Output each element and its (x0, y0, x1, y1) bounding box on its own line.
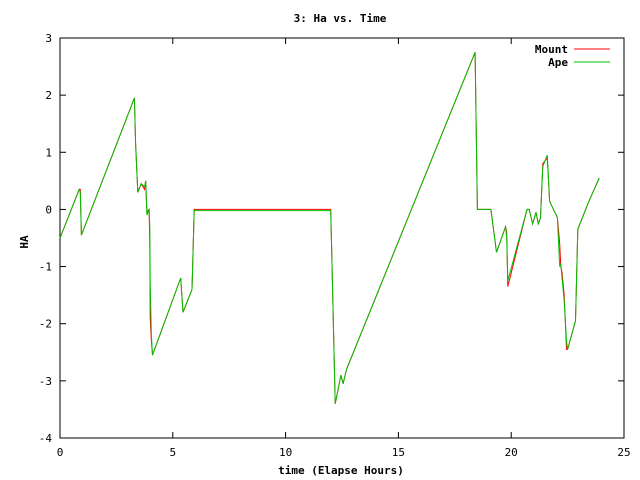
y-tick-label: 0 (45, 203, 52, 216)
x-tick-label: 10 (279, 446, 292, 459)
x-tick-label: 25 (617, 446, 630, 459)
y-tick-label: -3 (39, 375, 52, 388)
axis-tick-labels: 0 5 10 15 20 25 -4 -3 -2 -1 0 1 2 3 (39, 32, 631, 459)
x-tick-label: 15 (392, 446, 405, 459)
x-tick-label: 20 (505, 446, 518, 459)
series-lines (59, 52, 600, 404)
series-line-ape (59, 52, 600, 404)
y-tick-label: 2 (45, 89, 52, 102)
y-tick-label: -2 (39, 318, 52, 331)
x-tick-label: 0 (57, 446, 64, 459)
y-tick-label: -1 (39, 261, 52, 274)
y-axis-label: HA (18, 235, 31, 249)
chart-title: 3: Ha vs. Time (294, 12, 387, 25)
axis-ticks (59, 37, 625, 439)
legend-label-mount: Mount (535, 43, 568, 56)
x-tick-label: 5 (169, 446, 176, 459)
x-axis-label: time (Elapse Hours) (278, 464, 404, 477)
legend-label-ape: Ape (548, 56, 568, 69)
y-tick-label: 3 (45, 32, 52, 45)
y-tick-label: -4 (39, 432, 53, 445)
y-tick-label: 1 (45, 146, 52, 159)
